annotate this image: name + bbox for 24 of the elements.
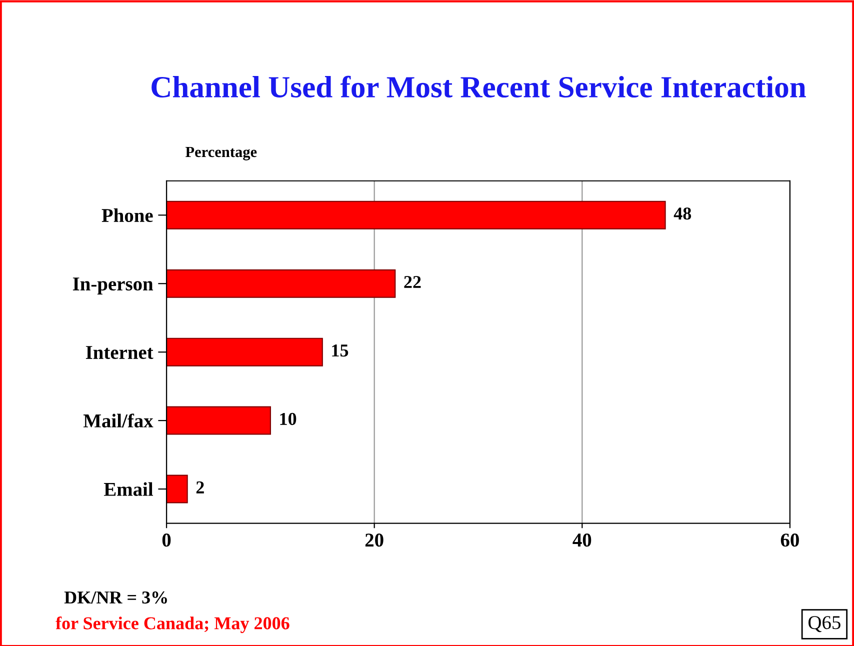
bar [166, 200, 666, 230]
data-label: 22 [404, 276, 421, 288]
y-tick-label: Mail/fax [83, 414, 154, 428]
bar [166, 406, 271, 435]
x-tick-label: 20 [365, 534, 384, 547]
data-label: 48 [674, 207, 692, 220]
bar [166, 269, 396, 298]
data-label: 15 [332, 344, 348, 357]
bar [166, 474, 188, 504]
data-label: 2 [196, 481, 204, 494]
text: Q65 [808, 616, 840, 632]
y-tick-label: Email [104, 482, 154, 496]
data-label: 10 [280, 412, 296, 426]
x-tick-label: 0 [162, 534, 171, 547]
x-tick-label: 60 [780, 534, 799, 547]
chart-title: Channel Used for Most Recent Service Interaction [152, 76, 806, 98]
text: DK/NR = 3% [64, 591, 167, 604]
x-axis-title: Percentage [185, 146, 257, 160]
text: for Service Canada; May 2006 [56, 616, 290, 634]
y-tick-label: In-person [72, 278, 154, 294]
bar [166, 338, 323, 366]
y-tick-label: Phone [102, 208, 153, 222]
x-tick-label: 40 [572, 534, 592, 547]
y-tick-label: Internet [86, 346, 154, 360]
